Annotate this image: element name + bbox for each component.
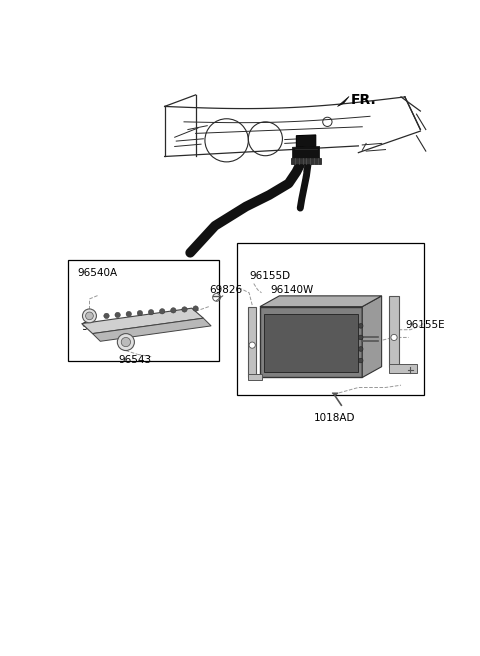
Circle shape	[182, 307, 187, 312]
Circle shape	[117, 334, 134, 350]
Circle shape	[359, 358, 363, 363]
Polygon shape	[248, 306, 256, 377]
Text: 69826: 69826	[209, 285, 242, 295]
Text: 96155E: 96155E	[405, 320, 444, 330]
Circle shape	[115, 312, 120, 318]
Polygon shape	[332, 393, 338, 396]
Circle shape	[83, 309, 96, 323]
Circle shape	[104, 313, 109, 319]
Text: 1018AD: 1018AD	[314, 413, 356, 423]
Circle shape	[359, 335, 363, 340]
Circle shape	[159, 308, 165, 314]
Text: 96540A: 96540A	[77, 268, 117, 278]
Polygon shape	[93, 318, 211, 341]
Polygon shape	[248, 374, 262, 380]
Text: 96155D: 96155D	[250, 271, 291, 281]
FancyBboxPatch shape	[68, 260, 219, 361]
Circle shape	[126, 312, 132, 317]
Circle shape	[391, 335, 397, 340]
Text: FR.: FR.	[350, 93, 376, 108]
Text: 96543: 96543	[118, 355, 151, 365]
Circle shape	[193, 306, 198, 311]
Polygon shape	[292, 146, 320, 158]
FancyBboxPatch shape	[264, 314, 359, 372]
Polygon shape	[389, 364, 417, 373]
Circle shape	[249, 342, 255, 348]
Circle shape	[85, 312, 93, 319]
Circle shape	[121, 337, 131, 346]
Circle shape	[170, 308, 176, 313]
Polygon shape	[260, 296, 382, 306]
Polygon shape	[362, 296, 382, 377]
Polygon shape	[337, 96, 349, 106]
Polygon shape	[296, 135, 316, 147]
Polygon shape	[291, 158, 321, 164]
Polygon shape	[260, 306, 362, 377]
Circle shape	[359, 346, 363, 352]
Circle shape	[148, 310, 154, 315]
Text: 96543: 96543	[82, 322, 115, 332]
Polygon shape	[82, 308, 204, 334]
Circle shape	[359, 323, 363, 328]
FancyBboxPatch shape	[237, 243, 424, 395]
Circle shape	[137, 310, 143, 316]
Text: 96140W: 96140W	[271, 285, 314, 295]
Polygon shape	[389, 296, 399, 367]
